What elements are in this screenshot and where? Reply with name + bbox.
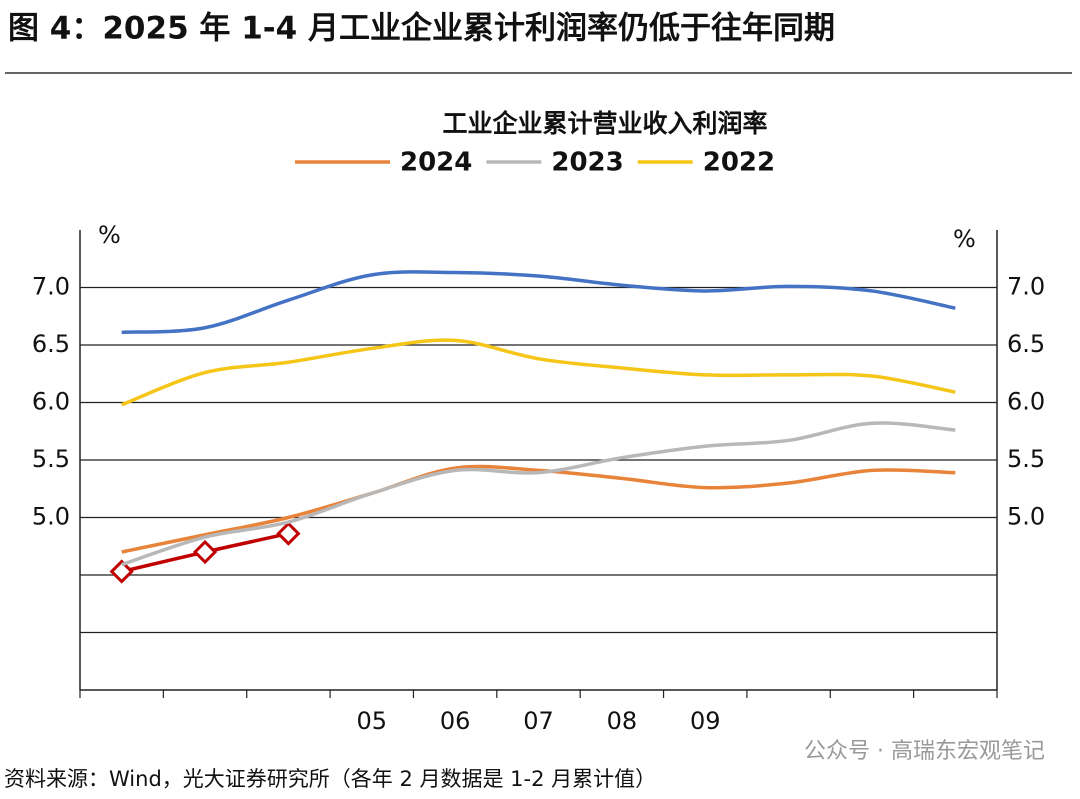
series-line: [121, 270, 956, 335]
y-tick-label: 7.0: [32, 273, 70, 301]
x-tick-label: 07: [523, 707, 554, 735]
y2-tick-label: 7.0: [1007, 273, 1045, 301]
legend-label: 2023: [551, 148, 623, 178]
y-unit: %: [98, 221, 121, 249]
page-title: 图 4：2025 年 1-4 月工业企业累计利润率仍低于往年同期: [8, 11, 835, 47]
series-marker: [276, 521, 301, 546]
y-tick-label: 5.0: [32, 503, 70, 531]
series-marker: [109, 559, 134, 584]
y-tick-label: 6.0: [32, 388, 70, 416]
watermark: 公众号 · 高瑞东宏观笔记: [804, 739, 1045, 764]
series-line: [121, 464, 956, 554]
y-tick-label: 5.5: [32, 445, 70, 473]
series-line: [121, 338, 956, 407]
y2-unit: %: [953, 225, 976, 253]
chart-title: 工业企业累计营业收入利润率: [442, 109, 767, 138]
series-line: [121, 421, 956, 567]
legend-label: 2024: [400, 148, 472, 178]
series-marker: [192, 539, 218, 565]
source-note: 资料来源：Wind，光大证券研究所（各年 2 月数据是 1-2 月累计值）: [4, 767, 656, 791]
y2-tick-label: 5.5: [1007, 445, 1045, 473]
y2-tick-label: 6.5: [1007, 330, 1045, 358]
x-tick-label: 06: [440, 707, 471, 735]
x-tick-label: 05: [356, 707, 387, 735]
y2-tick-label: 6.0: [1007, 388, 1045, 416]
x-tick-label: 09: [690, 707, 721, 735]
y2-tick-label: 5.0: [1007, 503, 1045, 531]
legend-label: 2022: [703, 148, 775, 178]
y-tick-label: 6.5: [32, 330, 70, 358]
x-tick-label: 08: [607, 707, 638, 735]
